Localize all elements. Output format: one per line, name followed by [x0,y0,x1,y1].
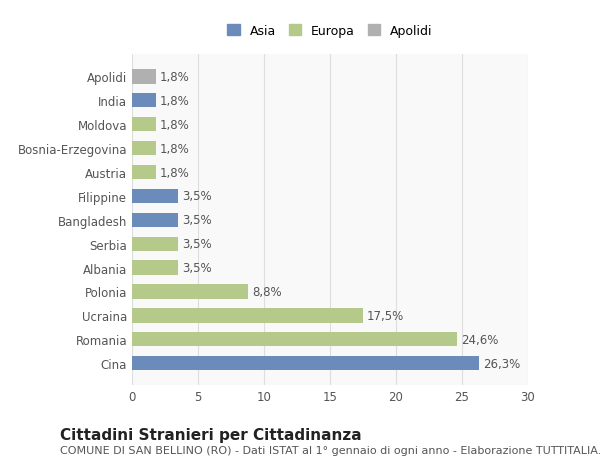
Legend: Asia, Europa, Apolidi: Asia, Europa, Apolidi [221,18,439,44]
Bar [132,285,248,299]
Text: Cittadini Stranieri per Cittadinanza: Cittadini Stranieri per Cittadinanza [60,427,362,442]
Text: 26,3%: 26,3% [483,357,520,370]
Bar [132,356,479,370]
Bar [132,142,156,156]
Bar [132,237,178,252]
Text: 3,5%: 3,5% [182,190,212,203]
Bar [132,261,178,275]
Bar [132,332,457,347]
Bar [132,166,156,180]
Bar [132,94,156,108]
Bar [132,189,178,204]
Text: 1,8%: 1,8% [160,118,190,131]
Text: 17,5%: 17,5% [367,309,404,322]
Text: 1,8%: 1,8% [160,166,190,179]
Text: 3,5%: 3,5% [182,262,212,274]
Bar [132,308,363,323]
Text: 3,5%: 3,5% [182,214,212,227]
Bar [132,70,156,84]
Text: 1,8%: 1,8% [160,71,190,84]
Text: 1,8%: 1,8% [160,142,190,155]
Bar [132,213,178,228]
Text: 3,5%: 3,5% [182,238,212,251]
Text: 8,8%: 8,8% [252,285,282,298]
Text: 1,8%: 1,8% [160,95,190,107]
Bar [132,118,156,132]
Text: COMUNE DI SAN BELLINO (RO) - Dati ISTAT al 1° gennaio di ogni anno - Elaborazion: COMUNE DI SAN BELLINO (RO) - Dati ISTAT … [60,445,600,455]
Text: 24,6%: 24,6% [461,333,498,346]
